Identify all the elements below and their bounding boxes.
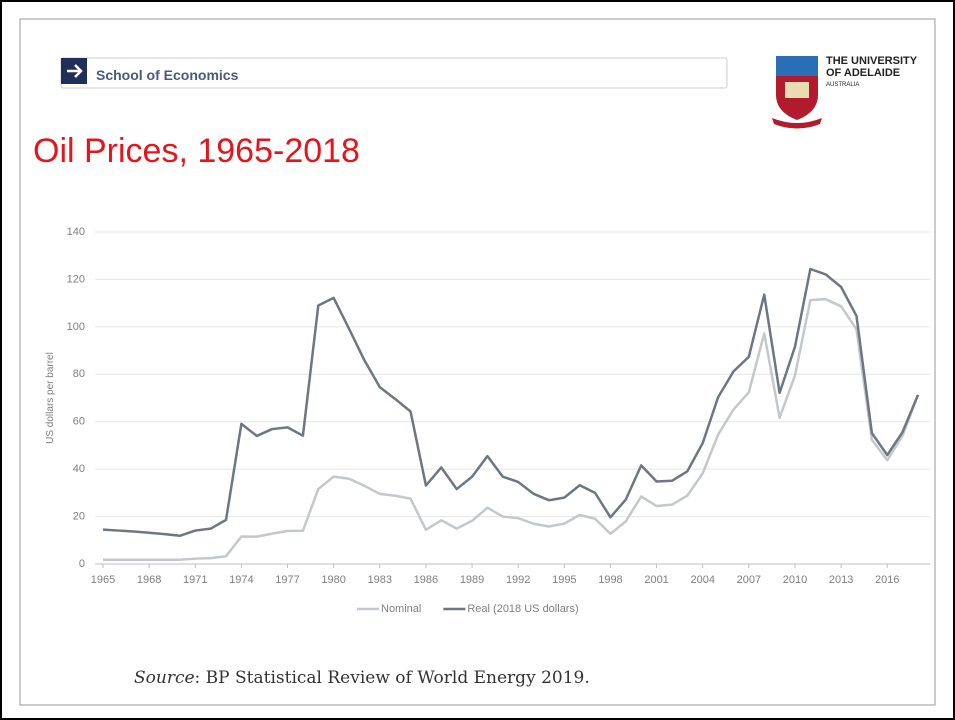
line-series (102, 267, 920, 538)
logo-text: AUSTRALIA (826, 82, 859, 88)
x-tick-label: 1995 (552, 574, 576, 586)
logo-ribbon (772, 118, 822, 129)
x-tick-label: 1968 (137, 574, 161, 586)
x-tick-label: 2007 (737, 574, 761, 586)
logo-text: OF ADELAIDE (826, 67, 900, 79)
x-tick-label: 1986 (414, 574, 438, 586)
logo-sky (776, 56, 818, 76)
x-tick-label: 1998 (598, 574, 622, 586)
y-tick-label: 20 (73, 510, 85, 522)
legend-label: Nominal (381, 603, 421, 615)
source-text: : BP Statistical Review of World Energy … (195, 668, 590, 688)
y-tick-label: 140 (67, 226, 85, 238)
legend-label: Real (2018 US dollars) (467, 603, 578, 615)
x-tick-label: 2010 (783, 574, 807, 586)
line-series (103, 297, 920, 561)
slide-border (19, 18, 936, 706)
x-tick-label: 2001 (644, 574, 668, 586)
x-tick-label: 1983 (368, 574, 392, 586)
logo-book (785, 82, 809, 98)
x-tick-label: 1977 (275, 574, 299, 586)
arrow-icon (67, 64, 83, 78)
x-tick-label: 1989 (460, 574, 484, 586)
chart-title: Oil Prices, 1965-2018 (33, 132, 360, 170)
y-tick-label: 120 (67, 273, 85, 285)
x-tick-label: 2013 (829, 574, 853, 586)
x-tick-label: 1980 (321, 574, 345, 586)
source-label: Source (134, 668, 195, 688)
y-tick-label: 80 (73, 368, 85, 380)
y-tick-label: 60 (73, 416, 85, 428)
logo: THE UNIVERSITY OF ADELAIDE AUSTRALIA (772, 55, 918, 129)
x-tick-label: 2004 (690, 574, 714, 586)
x-tick-label: 2016 (875, 574, 899, 586)
section-title: School of Economics (96, 67, 239, 83)
y-axis-label: US dollars per barrel (45, 352, 56, 444)
x-tick-label: 1992 (506, 574, 530, 586)
y-tick-label: 100 (67, 321, 85, 333)
x-tick-label: 1965 (91, 574, 115, 586)
y-tick-label: 40 (73, 463, 85, 475)
x-tick-label: 1974 (229, 574, 253, 586)
y-tick-label: 0 (79, 558, 85, 570)
logo-text: THE UNIVERSITY (826, 55, 918, 67)
x-tick-label: 1971 (183, 574, 207, 586)
